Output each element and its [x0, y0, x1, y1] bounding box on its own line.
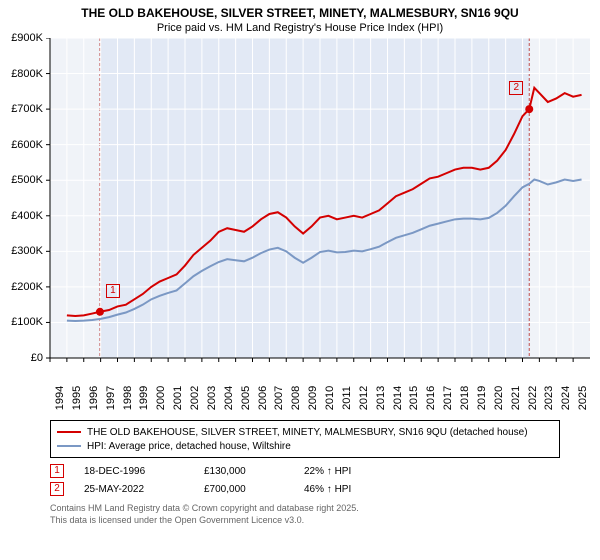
x-tick-label: 2019 — [476, 386, 488, 410]
x-tick-label: 2003 — [206, 386, 218, 410]
footnote-line1: Contains HM Land Registry data © Crown c… — [50, 502, 560, 514]
legend-swatch — [57, 445, 81, 447]
sale-row: 1 18-DEC-1996£130,00022% ↑ HPI — [50, 462, 560, 480]
x-tick-label: 2017 — [442, 386, 454, 410]
x-tick-label: 2021 — [510, 386, 522, 410]
x-tick-label: 2024 — [560, 386, 572, 410]
x-tick-label: 2000 — [155, 386, 167, 410]
x-tick-label: 2009 — [307, 386, 319, 410]
x-tick-label: 2016 — [425, 386, 437, 410]
footnote-line2: This data is licensed under the Open Gov… — [50, 514, 560, 526]
x-tick-label: 1999 — [138, 386, 150, 410]
sale-price: £700,000 — [204, 484, 304, 495]
x-tick-label: 2002 — [189, 386, 201, 410]
annotation-box-1: 1 — [106, 284, 120, 298]
x-tick-label: 2022 — [527, 386, 539, 410]
x-tick-label: 1997 — [105, 386, 117, 410]
x-tick-label: 2011 — [341, 386, 353, 410]
legend-label: HPI: Average price, detached house, Wilt… — [87, 441, 291, 452]
sale-row: 2 25-MAY-2022£700,00046% ↑ HPI — [50, 480, 560, 498]
title-block: THE OLD BAKEHOUSE, SILVER STREET, MINETY… — [0, 0, 600, 38]
y-tick-label: £100K — [0, 316, 43, 328]
sale-delta: 22% ↑ HPI — [304, 466, 351, 477]
chart-area: £0 £100K £200K £300K £400K £500K £600K £700K £80… — [0, 38, 600, 416]
x-tick-label: 2018 — [459, 386, 471, 410]
y-tick-label: £300K — [0, 245, 43, 257]
sale-price: £130,000 — [204, 466, 304, 477]
legend-swatch — [57, 431, 81, 433]
x-tick-label: 1995 — [71, 386, 83, 410]
sale-marker-2 — [525, 105, 533, 113]
sale-index-box: 2 — [50, 482, 64, 496]
legend-row: THE OLD BAKEHOUSE, SILVER STREET, MINETY… — [57, 425, 553, 439]
y-tick-label: £0 — [0, 352, 43, 364]
legend-box: THE OLD BAKEHOUSE, SILVER STREET, MINETY… — [50, 420, 560, 458]
y-tick-label: £400K — [0, 210, 43, 222]
y-tick-label: £600K — [0, 139, 43, 151]
x-tick-label: 2001 — [172, 386, 184, 410]
y-tick-label: £500K — [0, 174, 43, 186]
x-tick-label: 2010 — [324, 386, 336, 410]
footnote: Contains HM Land Registry data © Crown c… — [50, 502, 560, 526]
sale-date: 25-MAY-2022 — [84, 484, 204, 495]
x-tick-label: 2013 — [375, 386, 387, 410]
x-tick-label: 2015 — [408, 386, 420, 410]
x-tick-label: 1994 — [54, 386, 66, 410]
title-line2: Price paid vs. HM Land Registry's House … — [4, 22, 596, 34]
annotation-box-2: 2 — [509, 81, 523, 95]
y-tick-label: £200K — [0, 281, 43, 293]
x-tick-label: 2005 — [240, 386, 252, 410]
x-tick-label: 2020 — [493, 386, 505, 410]
x-tick-label: 2023 — [543, 386, 555, 410]
y-tick-label: £700K — [0, 103, 43, 115]
sale-marker-1 — [96, 308, 104, 316]
x-tick-label: 2006 — [257, 386, 269, 410]
x-tick-label: 2008 — [290, 386, 302, 410]
sale-date: 18-DEC-1996 — [84, 466, 204, 477]
x-tick-label: 2025 — [577, 386, 589, 410]
legend-row: HPI: Average price, detached house, Wilt… — [57, 439, 553, 453]
sales-section: 1 18-DEC-1996£130,00022% ↑ HPI 2 25-MAY-202… — [50, 462, 560, 498]
x-tick-label: 2014 — [392, 386, 404, 410]
y-tick-label: £900K — [0, 32, 43, 44]
y-tick-label: £800K — [0, 68, 43, 80]
sale-delta: 46% ↑ HPI — [304, 484, 351, 495]
x-tick-label: 1998 — [122, 386, 134, 410]
x-tick-label: 2012 — [358, 386, 370, 410]
legend-label: THE OLD BAKEHOUSE, SILVER STREET, MINETY… — [87, 427, 528, 438]
title-line1: THE OLD BAKEHOUSE, SILVER STREET, MINETY… — [4, 6, 596, 20]
sale-index-box: 1 — [50, 464, 64, 478]
x-tick-label: 2007 — [273, 386, 285, 410]
x-tick-label: 1996 — [88, 386, 100, 410]
x-tick-label: 2004 — [223, 386, 235, 410]
